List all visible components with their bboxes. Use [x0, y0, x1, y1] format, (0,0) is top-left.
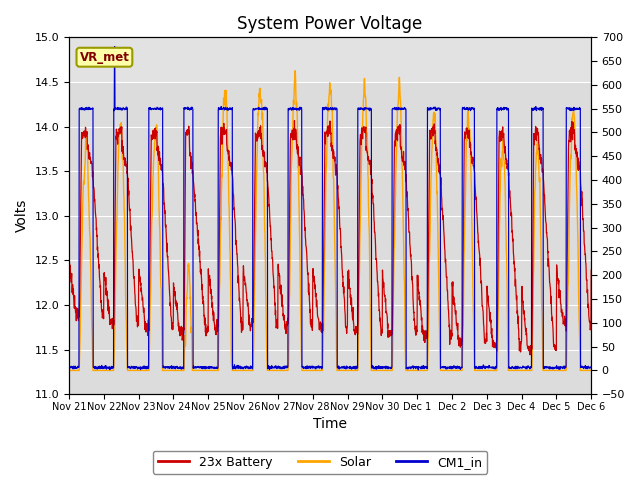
X-axis label: Time: Time [313, 418, 347, 432]
Y-axis label: Volts: Volts [15, 199, 29, 232]
Legend: 23x Battery, Solar, CM1_in: 23x Battery, Solar, CM1_in [153, 451, 487, 474]
Title: System Power Voltage: System Power Voltage [237, 15, 423, 33]
Bar [69, 37, 591, 82]
Text: VR_met: VR_met [79, 51, 129, 64]
